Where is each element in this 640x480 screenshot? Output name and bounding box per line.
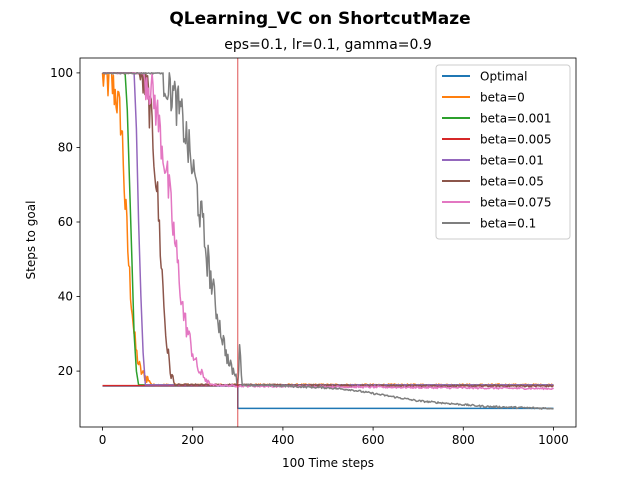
x-tick-label: 400 xyxy=(271,433,294,447)
axes-frame xyxy=(79,57,577,428)
x-tick-label: 800 xyxy=(452,433,475,447)
y-tick-label: 60 xyxy=(58,215,73,229)
series-line-8 xyxy=(102,72,554,410)
chart-title: eps=0.1, lr=0.1, gamma=0.9 xyxy=(224,37,432,53)
series-line-7 xyxy=(102,72,555,391)
x-axis-label: 100 Time steps xyxy=(282,456,374,470)
chart-suptitle: QLearning_VC on ShortcutMaze xyxy=(169,9,470,29)
legend-label: beta=0.05 xyxy=(480,175,544,189)
legend: Optimal beta=0 beta=0.001 beta=0.005 beta=0.… xyxy=(435,64,571,240)
legend-label: beta=0.001 xyxy=(480,112,551,126)
x-tick-label: 200 xyxy=(181,433,204,447)
legend-label: beta=0.1 xyxy=(480,217,536,231)
x-tick-label: 600 xyxy=(362,433,385,447)
legend-label: beta=0.075 xyxy=(480,196,551,210)
legend-box xyxy=(435,64,571,240)
legend-label: beta=0.005 xyxy=(480,133,551,147)
y-tick-label: 40 xyxy=(58,290,73,304)
x-tick-label: 1000 xyxy=(538,433,569,447)
legend-label: beta=0 xyxy=(480,91,525,105)
series-layer xyxy=(101,58,555,427)
series-line-6 xyxy=(102,72,554,388)
y-axis-label: Steps to goal xyxy=(24,201,38,280)
series-line-5 xyxy=(102,72,554,386)
legend-label: beta=0.01 xyxy=(480,154,544,168)
legend-label: Optimal xyxy=(480,70,527,84)
series-line-3 xyxy=(102,72,554,386)
axes-layer: 0 200 400 600 800 1000 20 40 60 80 100 xyxy=(50,57,577,447)
x-tick-label: 0 xyxy=(99,433,107,447)
y-tick-label: 80 xyxy=(58,140,73,154)
y-tick-label: 20 xyxy=(58,364,73,378)
y-tick-label: 100 xyxy=(50,66,73,80)
series-line-1 xyxy=(102,385,554,410)
